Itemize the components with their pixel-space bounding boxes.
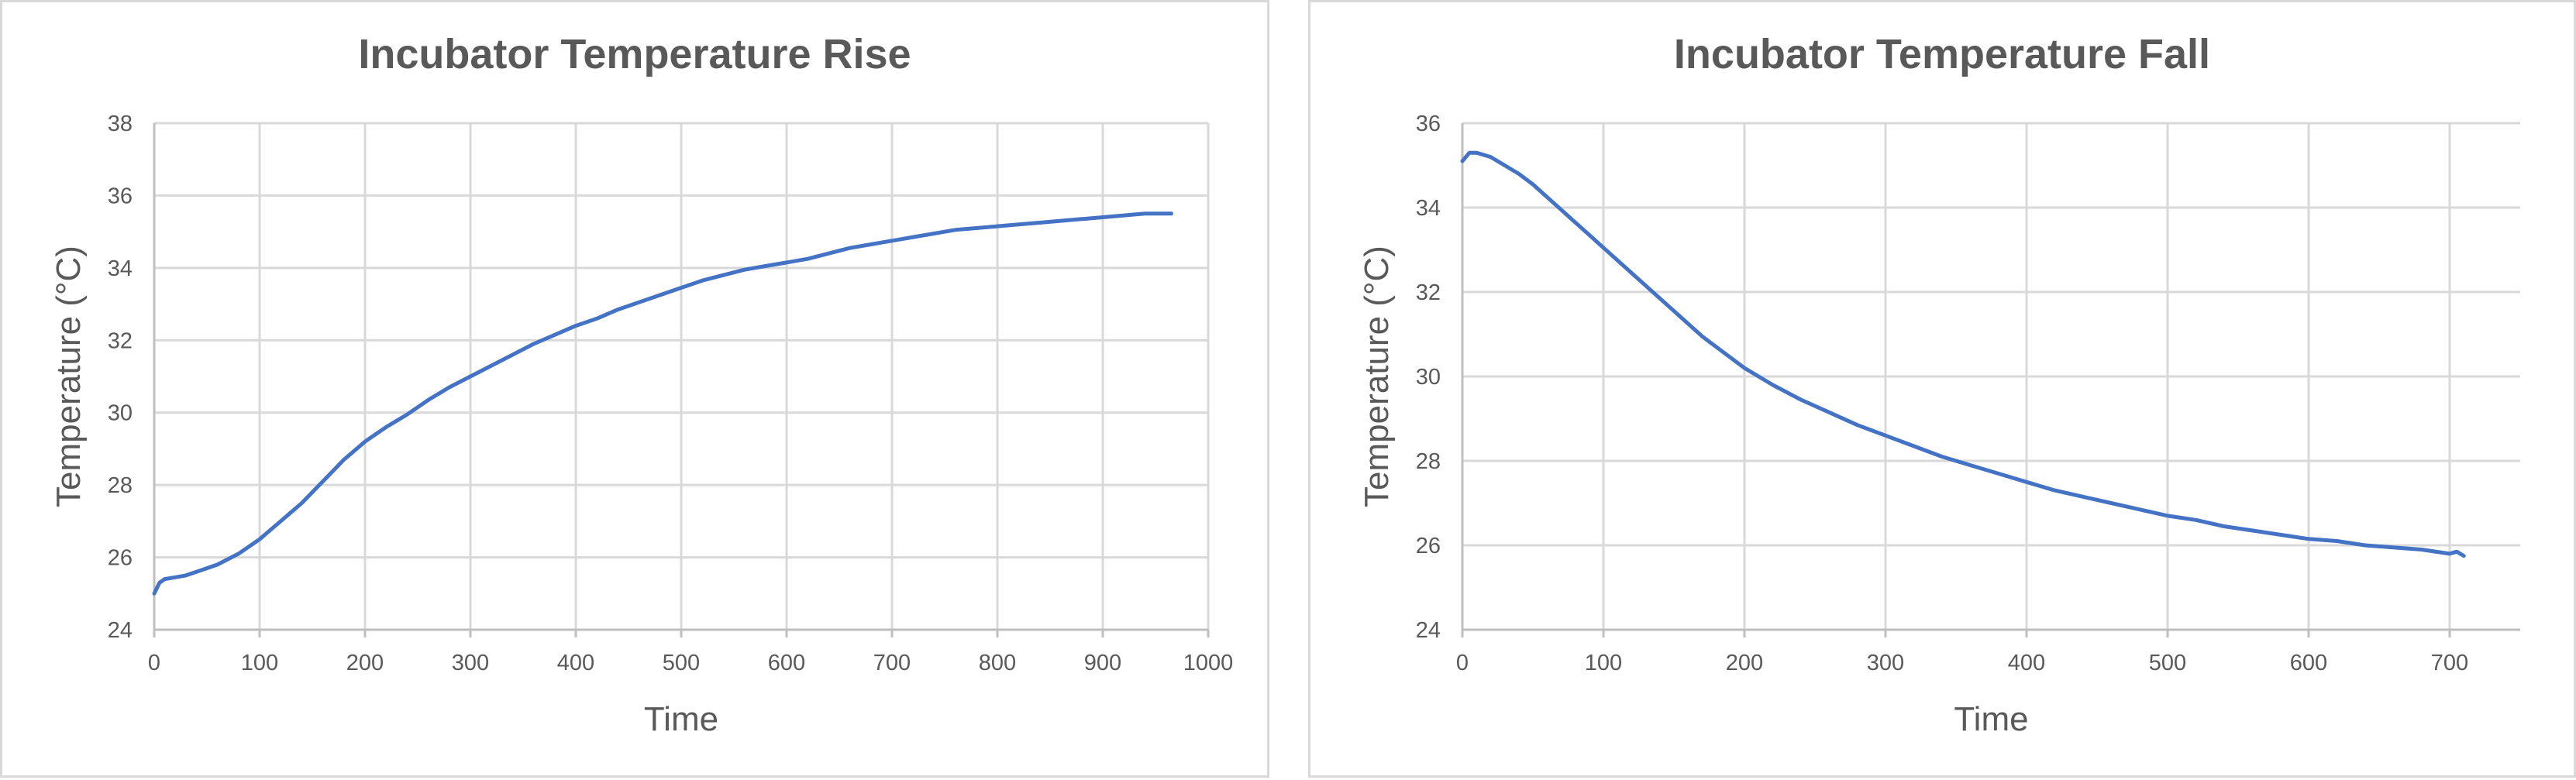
x-tick-label: 0	[148, 651, 160, 675]
y-tick-label: 28	[108, 473, 133, 498]
x-axis-title: Time	[644, 700, 718, 738]
y-axis-title: Temperature (°C)	[50, 246, 88, 507]
x-tick-label: 1000	[1183, 651, 1234, 675]
x-tick-label: 200	[346, 651, 384, 675]
y-tick-label: 28	[1416, 449, 1441, 474]
y-axis-title: Temperature (°C)	[1358, 246, 1396, 507]
y-tick-label: 34	[1416, 196, 1441, 221]
y-tick-label: 30	[1416, 365, 1441, 390]
y-tick-label: 34	[108, 256, 133, 281]
x-tick-label: 300	[452, 651, 489, 675]
x-tick-label: 300	[1867, 651, 1904, 675]
x-tick-label: 700	[2431, 651, 2468, 675]
x-tick-label: 500	[663, 651, 700, 675]
chart-title: Incubator Temperature Fall	[1673, 31, 2211, 77]
x-tick-label: 100	[1585, 651, 1622, 675]
y-tick-label: 32	[108, 328, 133, 353]
chart-rise-plot: 24 26 28 30 32 34 36 38 0 100 200 300 400 500 600 700 80…	[50, 112, 1234, 738]
x-tick-label: 700	[873, 651, 911, 675]
x-tick-label: 600	[2290, 651, 2327, 675]
y-tick-label: 30	[108, 401, 133, 426]
y-tick-label: 26	[108, 546, 133, 571]
x-tick-label: 900	[1084, 651, 1121, 675]
x-tick-label: 400	[2008, 651, 2045, 675]
x-axis-title: Time	[1954, 700, 2028, 738]
x-tick-label: 600	[768, 651, 805, 675]
y-tick-label: 36	[108, 184, 133, 208]
y-tick-label: 32	[1416, 280, 1441, 305]
y-tick-label: 36	[1416, 112, 1441, 136]
x-tick-label: 800	[979, 651, 1016, 675]
x-tick-label: 100	[241, 651, 278, 675]
chart-fall-panel: Incubator Temperature Fall 24 26 28 30 32 34 3…	[1308, 0, 2576, 778]
series-line	[152, 211, 1173, 596]
chart-rise-panel: Incubator Temperature Rise 24 26 28 30 32 34 3…	[0, 0, 1269, 778]
y-tick-label: 26	[1416, 534, 1441, 558]
x-tick-label: 400	[557, 651, 594, 675]
x-tick-label: 200	[1726, 651, 1763, 675]
chart-fall-plot: 24 26 28 30 32 34 36 0 100 200 300 400 500 600 700 Time…	[1358, 112, 2520, 738]
y-tick-label: 24	[1416, 618, 1441, 643]
x-tick-label: 500	[2149, 651, 2186, 675]
x-tick-label: 0	[1456, 651, 1469, 675]
y-tick-label: 38	[108, 112, 133, 136]
series-line	[1460, 150, 2466, 558]
chart-title: Incubator Temperature Rise	[358, 31, 911, 77]
y-tick-label: 24	[108, 618, 133, 643]
